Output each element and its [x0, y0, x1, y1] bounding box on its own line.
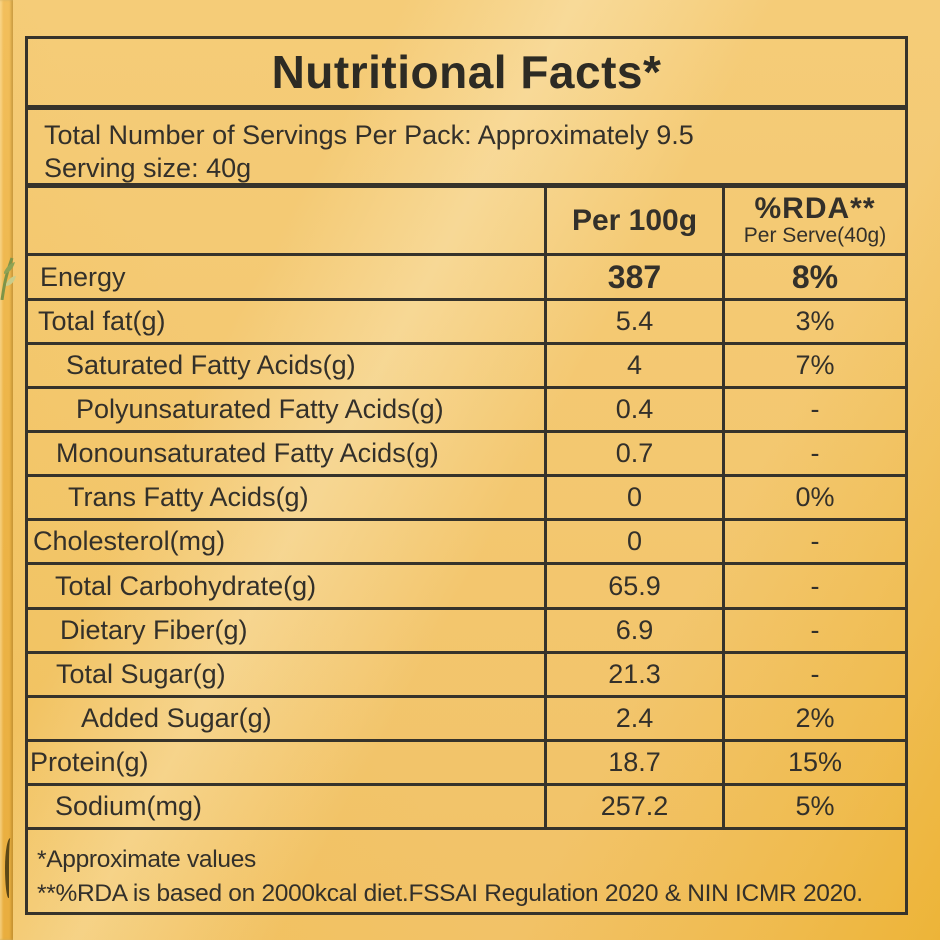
- row-value-energy-per100g: 387: [544, 253, 722, 298]
- footnotes: *Approximate values **%RDA is based on 2…: [28, 826, 905, 912]
- row-value-total-carbohydrate-per100g: 65.9: [544, 562, 722, 607]
- row-value-dietary-fiber-per100g: 6.9: [544, 606, 722, 651]
- row-value-saturated-fat-rda: 7%: [722, 342, 905, 387]
- serving-size-text: Serving size: 40g: [44, 152, 252, 183]
- nutrition-facts-table: Nutritional Facts* Total Number of Servi…: [25, 36, 908, 915]
- package-fold-crease: [5, 838, 14, 898]
- row-value-trans-fat-per100g: 0: [544, 474, 722, 519]
- wheat-sprout-graphic: [0, 257, 16, 300]
- serving-info: Total Number of Servings Per Pack: Appro…: [28, 107, 905, 185]
- row-value-total-fat-rda: 3%: [722, 298, 905, 343]
- row-value-total-sugar-rda: -: [722, 650, 905, 695]
- row-value-total-sugar-per100g: 21.3: [544, 650, 722, 695]
- row-value-total-fat-per100g: 5.4: [544, 298, 722, 343]
- row-value-total-carbohydrate-rda: -: [722, 562, 905, 607]
- row-value-protein-per100g: 18.7: [544, 738, 722, 783]
- label-title: Nutritional Facts*: [28, 39, 905, 107]
- row-label-cholesterol: Cholesterol(mg): [28, 518, 544, 562]
- row-value-cholesterol-rda: -: [722, 518, 905, 563]
- row-label-dietary-fiber: Dietary Fiber(g): [28, 606, 544, 651]
- row-value-trans-fat-rda: 0%: [722, 474, 905, 519]
- row-label-total-carbohydrate: Total Carbohydrate(g): [28, 562, 544, 606]
- column-header-rda: %RDA** Per Serve(40g): [722, 185, 905, 253]
- row-value-added-sugar-rda: 2%: [722, 694, 905, 739]
- row-value-sodium-per100g: 257.2: [544, 782, 722, 827]
- row-value-energy-rda: 8%: [722, 253, 905, 298]
- row-value-protein-rda: 15%: [722, 738, 905, 783]
- row-label-energy: Energy: [28, 253, 544, 298]
- row-value-added-sugar-per100g: 2.4: [544, 694, 722, 739]
- row-value-monounsaturated-fat-rda: -: [722, 430, 905, 475]
- row-label-total-sugar: Total Sugar(g): [28, 650, 544, 695]
- package-edge-strip: [0, 0, 13, 940]
- row-label-sodium: Sodium(mg): [28, 782, 544, 827]
- rda-header-title: %RDA**: [754, 191, 876, 225]
- row-label-polyunsaturated-fat: Polyunsaturated Fatty Acids(g): [28, 386, 544, 430]
- footnote-rda-basis: **%RDA is based on 2000kcal diet.FSSAI R…: [37, 879, 863, 907]
- row-value-cholesterol-per100g: 0: [544, 518, 722, 563]
- row-label-protein: Protein(g): [28, 738, 544, 783]
- footnote-approximate-values: *Approximate values: [37, 845, 256, 873]
- row-value-monounsaturated-fat-per100g: 0.7: [544, 430, 722, 475]
- row-label-added-sugar: Added Sugar(g): [28, 694, 544, 739]
- row-label-saturated-fat: Saturated Fatty Acids(g): [28, 342, 544, 386]
- row-value-saturated-fat-per100g: 4: [544, 342, 722, 387]
- row-value-polyunsaturated-fat-rda: -: [722, 386, 905, 431]
- row-label-total-fat: Total fat(g): [28, 298, 544, 342]
- row-value-dietary-fiber-rda: -: [722, 606, 905, 651]
- row-label-trans-fat: Trans Fatty Acids(g): [28, 474, 544, 518]
- row-value-sodium-rda: 5%: [722, 782, 905, 827]
- rda-header-subtitle: Per Serve(40g): [743, 224, 887, 248]
- header-blank-cell: [28, 185, 544, 253]
- servings-per-pack-text: Total Number of Servings Per Pack: Appro…: [44, 120, 694, 150]
- row-value-polyunsaturated-fat-per100g: 0.4: [544, 386, 722, 431]
- column-header-per-100g: Per 100g: [544, 185, 722, 253]
- row-label-monounsaturated-fat: Monounsaturated Fatty Acids(g): [28, 430, 544, 474]
